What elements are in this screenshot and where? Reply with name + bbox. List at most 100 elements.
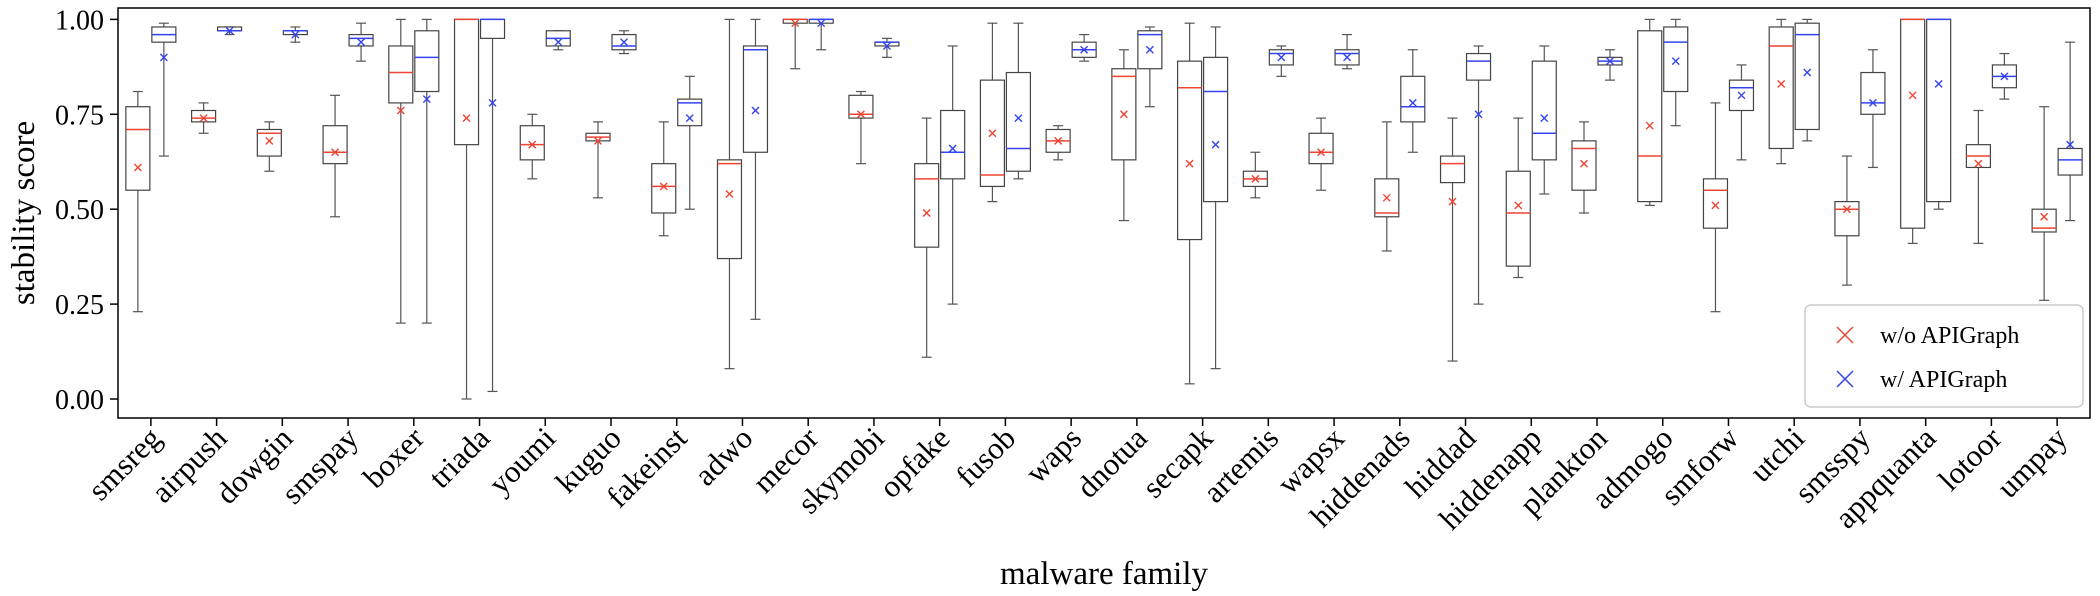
mean-marker-stroke bbox=[1711, 201, 1720, 210]
mean-marker-stroke bbox=[1803, 68, 1812, 77]
box-iqr bbox=[1439, 155, 1466, 184]
mean-marker bbox=[1711, 201, 1720, 210]
mean-marker-stroke bbox=[159, 53, 168, 62]
x-tick-label-artemis: artemis bbox=[1196, 420, 1285, 509]
box-appquanta-w bbox=[1926, 18, 1952, 210]
legend-marker-stroke bbox=[1836, 370, 1854, 388]
mean-marker bbox=[1514, 201, 1523, 210]
mean-marker bbox=[791, 19, 800, 28]
mean-marker bbox=[1842, 205, 1851, 214]
mean-marker-stroke bbox=[791, 19, 800, 28]
x-tick-label-opfake: opfake bbox=[872, 420, 956, 504]
box-opfake-wo bbox=[914, 117, 940, 358]
box-secapk-wo bbox=[1176, 22, 1203, 385]
box-smsreg-wo bbox=[125, 90, 151, 313]
mean-marker-stroke bbox=[725, 190, 734, 199]
box-youmi-w bbox=[545, 30, 571, 51]
mean-marker bbox=[620, 38, 628, 47]
box-iqr bbox=[1465, 52, 1492, 81]
box-smsreg-w bbox=[151, 22, 177, 157]
box-smforw-wo bbox=[1702, 102, 1729, 313]
x-tick-label-dnotua: dnotua bbox=[1069, 420, 1154, 505]
box-boxer-w bbox=[414, 18, 440, 324]
box-skymobi-wo bbox=[848, 90, 874, 165]
box-waps-wo bbox=[1045, 125, 1071, 161]
mean-marker bbox=[1448, 197, 1457, 206]
box-smforw-w bbox=[1728, 64, 1755, 161]
legend-frame bbox=[1804, 304, 2084, 408]
box-iqr bbox=[1308, 132, 1334, 165]
legend-label-w-apigraph: w/ APIGraph bbox=[1880, 367, 2007, 393]
box-dnotua-w bbox=[1137, 26, 1163, 108]
mean-marker bbox=[1251, 174, 1260, 183]
mean-marker-stroke bbox=[133, 163, 142, 172]
box-mecor-w bbox=[808, 18, 834, 51]
mean-marker-stroke bbox=[1211, 140, 1220, 149]
mean-marker-stroke bbox=[396, 106, 405, 115]
box-fakeinst-w bbox=[677, 75, 703, 210]
box-plankton-w bbox=[1597, 49, 1623, 81]
mean-marker bbox=[948, 144, 957, 153]
box-smsspy-wo bbox=[1834, 155, 1860, 286]
box-hiddenapp-w bbox=[1531, 45, 1557, 195]
box-iqr bbox=[914, 163, 940, 248]
box-appquanta-wo bbox=[1900, 18, 1926, 244]
mean-marker-stroke bbox=[1908, 91, 1917, 100]
mean-marker-stroke bbox=[1777, 79, 1786, 88]
box-iqr bbox=[191, 109, 217, 123]
mean-marker-stroke bbox=[620, 38, 628, 47]
box-iqr bbox=[742, 45, 769, 153]
mean-marker bbox=[1737, 91, 1746, 100]
box-hiddenapp-wo bbox=[1505, 117, 1531, 279]
legend-marker-stroke bbox=[1836, 326, 1854, 344]
box-mecor-wo bbox=[782, 18, 808, 70]
box-waps-w bbox=[1071, 33, 1097, 62]
box-dowgin-w bbox=[282, 26, 308, 43]
mean-marker-stroke bbox=[199, 114, 208, 123]
mean-marker bbox=[1474, 110, 1483, 119]
mean-marker bbox=[291, 30, 300, 39]
mean-marker bbox=[1580, 159, 1588, 168]
mean-marker-stroke bbox=[751, 106, 760, 115]
mean-marker bbox=[1185, 159, 1194, 168]
legend-marker-wo-apigraph-icon bbox=[1836, 326, 1854, 344]
legend-label-wo-apigraph: w/o APIGraph bbox=[1880, 323, 2019, 349]
box-iqr bbox=[1926, 18, 1952, 203]
mean-marker bbox=[159, 53, 168, 62]
box-opfake-w bbox=[940, 45, 966, 305]
box-iqr bbox=[453, 18, 480, 146]
box-iqr bbox=[1663, 26, 1689, 93]
box-iqr bbox=[940, 109, 966, 180]
mean-marker-stroke bbox=[1277, 53, 1286, 62]
box-hiddad-w bbox=[1465, 45, 1492, 305]
box-wapsx-w bbox=[1334, 33, 1360, 70]
mean-marker-stroke bbox=[331, 148, 340, 157]
mean-marker-stroke bbox=[1185, 159, 1194, 168]
y-tick-label: 0.75 bbox=[55, 100, 104, 131]
mean-marker bbox=[2000, 72, 2009, 81]
box-lotoor-w bbox=[1991, 52, 2018, 100]
mean-marker-stroke bbox=[1119, 110, 1128, 119]
mean-marker bbox=[594, 136, 602, 145]
mean-marker bbox=[422, 95, 431, 104]
y-axis-title: stability score bbox=[6, 121, 42, 305]
mean-marker bbox=[1211, 140, 1220, 149]
mean-marker-stroke bbox=[1317, 148, 1326, 157]
mean-marker bbox=[554, 38, 563, 47]
mean-marker-stroke bbox=[1014, 114, 1023, 123]
mean-marker-stroke bbox=[1540, 114, 1549, 123]
mean-marker-stroke bbox=[1343, 53, 1352, 62]
mean-marker-stroke bbox=[1868, 98, 1877, 107]
x-tick-label-adwo: adwo bbox=[687, 420, 759, 492]
mean-marker-stroke bbox=[988, 129, 997, 138]
mean-marker-stroke bbox=[1645, 121, 1654, 130]
mean-marker-stroke bbox=[2040, 212, 2049, 221]
box-iqr bbox=[1531, 60, 1557, 161]
box-hiddenads-w bbox=[1400, 49, 1426, 153]
legend: w/o APIGraph w/ APIGraph bbox=[1804, 304, 2084, 408]
box-triada-w bbox=[479, 18, 506, 393]
mean-marker bbox=[922, 209, 931, 217]
mean-marker bbox=[685, 114, 694, 123]
box-smspay-w bbox=[348, 22, 374, 62]
mean-marker-stroke bbox=[1842, 205, 1851, 214]
